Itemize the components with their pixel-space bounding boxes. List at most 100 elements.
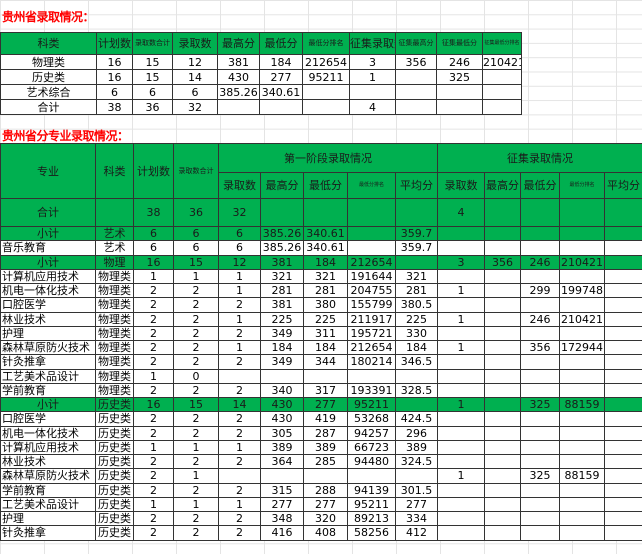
data-cell: 1 bbox=[173, 268, 219, 285]
data-cell bbox=[394, 368, 439, 384]
data-cell bbox=[437, 225, 486, 242]
detail-subheader-cell: 平均分 bbox=[394, 172, 439, 199]
summary-cell: 6 bbox=[172, 84, 218, 100]
data-cell: 15 bbox=[173, 254, 219, 270]
data-cell: 2 bbox=[133, 282, 174, 299]
data-cell: 53268 bbox=[347, 411, 396, 427]
data-cell: 物理 bbox=[95, 254, 134, 270]
data-cell bbox=[347, 468, 396, 484]
data-cell: 2 bbox=[173, 425, 219, 441]
data-cell: 物理类 bbox=[95, 297, 134, 313]
detail-subheader-cell: 最高分 bbox=[260, 172, 304, 199]
data-cell bbox=[604, 496, 642, 513]
data-cell bbox=[437, 439, 486, 456]
data-cell: 321 bbox=[260, 268, 304, 285]
summary-row: 历史类 16 15 14 430 277 95211 1 325 bbox=[0, 69, 522, 85]
data-cell: 211917 bbox=[347, 311, 396, 327]
data-cell: 321 bbox=[303, 268, 348, 285]
data-cell: 340 bbox=[260, 382, 304, 399]
data-cell: 1 bbox=[218, 282, 261, 299]
data-cell: 1 bbox=[437, 468, 486, 484]
detail-subheader-cell: 最高分 bbox=[484, 172, 522, 199]
data-cell bbox=[484, 482, 522, 498]
total-row: 合计 38 36 32 4 bbox=[0, 198, 642, 227]
data-cell: 184 bbox=[394, 339, 439, 356]
data-cell bbox=[484, 368, 522, 384]
data-cell: 2 bbox=[173, 282, 219, 299]
data-cell bbox=[559, 325, 606, 342]
data-cell bbox=[604, 339, 642, 356]
data-cell bbox=[484, 382, 522, 399]
data-cell: 281 bbox=[394, 282, 439, 299]
data-cell bbox=[218, 468, 261, 484]
data-cell: 408 bbox=[303, 525, 348, 541]
data-cell bbox=[604, 439, 642, 456]
data-cell bbox=[484, 439, 522, 456]
data-cell bbox=[604, 453, 642, 470]
data-cell bbox=[559, 525, 606, 541]
summary-cell: 16 bbox=[96, 54, 133, 70]
total-cell bbox=[604, 198, 642, 227]
summary-cell: 36 bbox=[132, 99, 173, 115]
data-cell: 225 bbox=[260, 311, 304, 327]
table-row: 林业技术 物理类 2 2 1 225 225 211917 225 1 246 210421 bbox=[0, 311, 642, 327]
major-cell: 护理 bbox=[0, 325, 96, 342]
summary-row: 艺术综合 6 6 6 385.26 340.61 bbox=[0, 84, 522, 100]
data-cell: 2 bbox=[133, 297, 174, 313]
major-cell: 工艺美术品设计 bbox=[0, 496, 96, 513]
major-cell: 口腔医学 bbox=[0, 297, 96, 313]
data-cell: 210421 bbox=[559, 311, 606, 327]
data-cell: 2 bbox=[218, 525, 261, 541]
data-cell: 1 bbox=[173, 468, 219, 484]
data-cell bbox=[437, 382, 486, 399]
data-cell: 历史类 bbox=[95, 439, 134, 456]
detail-subheader-cell: 平均分 bbox=[604, 172, 642, 199]
summary-cell: 15 bbox=[132, 69, 173, 85]
data-cell bbox=[520, 425, 561, 441]
table-row: 学前教育 历史类 2 2 2 315 288 94139 301.5 bbox=[0, 482, 642, 498]
data-cell: 3 bbox=[437, 254, 486, 270]
data-cell: 2 bbox=[173, 354, 219, 370]
data-cell bbox=[437, 297, 486, 313]
data-cell bbox=[604, 325, 642, 342]
data-cell bbox=[559, 453, 606, 470]
data-cell bbox=[520, 297, 561, 313]
major-cell: 音乐教育 bbox=[0, 240, 96, 256]
detail-subheader-cell: 最低分 bbox=[303, 172, 348, 199]
data-cell bbox=[520, 482, 561, 498]
summary-cell bbox=[302, 99, 350, 115]
detail-title: 贵州省分专业录取情况： bbox=[2, 129, 129, 143]
data-cell: 356 bbox=[520, 339, 561, 356]
data-cell: 348 bbox=[260, 510, 304, 527]
data-cell: 317 bbox=[303, 382, 348, 399]
data-cell bbox=[520, 510, 561, 527]
data-cell: 330 bbox=[394, 325, 439, 342]
data-cell: 94139 bbox=[347, 482, 396, 498]
data-cell bbox=[520, 240, 561, 256]
data-cell: 6 bbox=[218, 240, 261, 256]
summary-cell: 合计 bbox=[0, 99, 97, 115]
data-cell: 416 bbox=[260, 525, 304, 541]
data-cell: 424.5 bbox=[394, 411, 439, 427]
data-cell: 155799 bbox=[347, 297, 396, 313]
data-cell: 305 bbox=[260, 425, 304, 441]
data-cell: 2 bbox=[133, 382, 174, 399]
data-cell: 340.61 bbox=[303, 240, 348, 256]
data-cell: 2 bbox=[173, 339, 219, 356]
data-cell bbox=[559, 368, 606, 384]
data-cell bbox=[484, 468, 522, 484]
data-cell: 1 bbox=[133, 268, 174, 285]
data-cell: 277 bbox=[303, 496, 348, 513]
data-cell: 2 bbox=[133, 311, 174, 327]
table-row: 护理 历史类 2 2 2 348 320 89213 334 bbox=[0, 510, 642, 527]
summary-cell: 277 bbox=[259, 69, 303, 85]
data-cell: 0 bbox=[173, 368, 219, 384]
summary-title: 贵州省录取情况： bbox=[2, 10, 95, 24]
table-row: 计算机应用技术 历史类 1 1 1 389 389 66723 389 bbox=[0, 439, 642, 456]
data-cell: 321 bbox=[394, 268, 439, 285]
summary-cell: 38 bbox=[96, 99, 133, 115]
data-cell: 物理类 bbox=[95, 339, 134, 356]
data-cell: 380.5 bbox=[394, 297, 439, 313]
summary-header-cell: 征集最低分排名 bbox=[482, 32, 522, 55]
data-cell bbox=[559, 297, 606, 313]
